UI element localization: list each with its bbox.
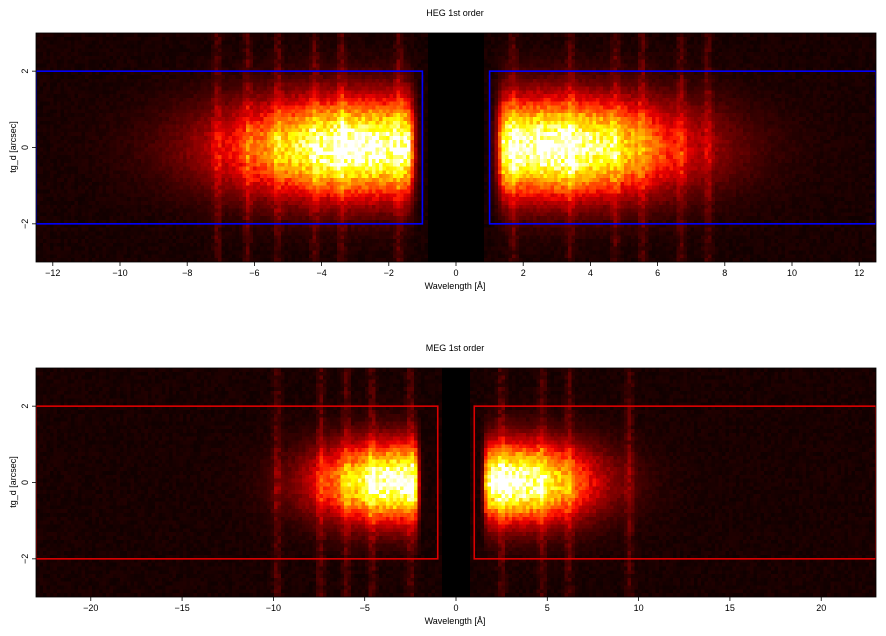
meg-panel: MEG 1st order −20 −15 −10 −5 0 5 10 15 20 −202 W… (8, 343, 877, 626)
heg-y-tick-label: 2 (20, 69, 30, 74)
meg-xlabel: Wavelength [Å] (425, 616, 486, 626)
heg-x-tick-label: −8 (182, 268, 192, 278)
meg-y-tick-label: 2 (20, 404, 30, 409)
meg-y-tick-label: 0 (20, 480, 30, 485)
heg-x-tick-label: −4 (316, 268, 326, 278)
heg-ylabel: tg_d [arcsec] (8, 121, 18, 173)
heg-title: HEG 1st order (426, 8, 484, 18)
meg-x-tick-label: 20 (816, 603, 826, 613)
heg-regions (36, 70, 876, 225)
heg-y-tick-label: −2 (20, 219, 30, 229)
heg-x-ticks: −12 −10 −8 −6 −4 −2 0 2 4 6 8 10 12 (45, 262, 864, 278)
heg-x-tick-label: −2 (384, 268, 394, 278)
heg-panel: HEG 1st order −12 −10 −8 −6 −4 −2 0 2 4 6 8 10 12 −2… (8, 8, 877, 291)
heg-heatmap (36, 33, 876, 262)
heg-x-tick-label: 10 (787, 268, 797, 278)
meg-y-tick-label: −2 (20, 554, 30, 564)
meg-x-tick-label: −5 (360, 603, 370, 613)
heg-x-tick-label: 2 (521, 268, 526, 278)
meg-region-box-2 (473, 405, 876, 560)
heg-region-box-2 (488, 70, 876, 225)
meg-regions (36, 405, 876, 560)
heg-x-tick-label: 6 (655, 268, 660, 278)
meg-title: MEG 1st order (426, 343, 485, 353)
heg-x-tick-label: 8 (722, 268, 727, 278)
meg-image (36, 368, 876, 597)
heg-x-tick-label: 12 (854, 268, 864, 278)
heg-x-tick-label: −6 (249, 268, 259, 278)
meg-x-tick-label: −10 (266, 603, 281, 613)
meg-ylabel: tg_d [arcsec] (8, 456, 18, 508)
meg-x-tick-label: 15 (725, 603, 735, 613)
meg-x-tick-label: −20 (83, 603, 98, 613)
heg-image (36, 33, 876, 262)
meg-heatmap (36, 368, 876, 597)
heg-y-tick-label: 0 (20, 145, 30, 150)
meg-x-tick-label: −15 (174, 603, 189, 613)
heg-x-tick-label: −12 (45, 268, 60, 278)
meg-x-tick-label: 5 (545, 603, 550, 613)
meg-x-tick-label: 10 (634, 603, 644, 613)
heg-xlabel: Wavelength [Å] (425, 281, 486, 291)
meg-region-box-1 (36, 405, 439, 560)
meg-x-ticks: −20 −15 −10 −5 0 5 10 15 20 (83, 597, 826, 613)
meg-y-ticks: −2 0 2 (20, 404, 36, 564)
meg-x-tick-label: 0 (453, 603, 458, 613)
heg-y-ticks: −2 0 2 (20, 69, 36, 229)
heg-x-tick-label: −10 (112, 268, 127, 278)
heg-x-tick-label: 4 (588, 268, 593, 278)
heg-region-box-1 (36, 70, 424, 225)
heg-x-tick-label: 0 (453, 268, 458, 278)
